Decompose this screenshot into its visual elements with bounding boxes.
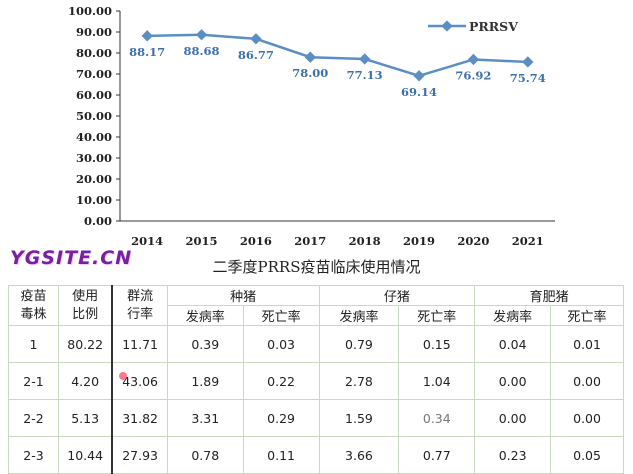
cell-value: 0.78 xyxy=(166,436,244,474)
data-label: 77.13 xyxy=(347,68,383,82)
header-group-piglet: 仔猪 xyxy=(318,285,476,306)
cell-prevalence: 11.71 xyxy=(111,325,168,363)
x-tick-label: 2016 xyxy=(240,234,272,248)
cell-value: 0.00 xyxy=(474,362,552,400)
cell-value: 0.77 xyxy=(398,436,476,474)
data-point xyxy=(522,56,534,68)
x-tick-label: 2018 xyxy=(349,234,381,248)
watermark-logo: YGSITE.CN xyxy=(10,247,133,269)
x-tick-label: 2017 xyxy=(294,234,326,248)
y-tick-label: 60.00 xyxy=(76,88,112,102)
table-title: 二季度PRRS疫苗临床使用情况 xyxy=(212,258,421,276)
header-sub: 发病率 xyxy=(166,305,244,326)
header-sub: 发病率 xyxy=(318,305,400,326)
cell-value: 3.66 xyxy=(318,436,400,474)
cell-value: 0.03 xyxy=(242,325,320,363)
y-tick-label: 50.00 xyxy=(76,109,112,123)
y-tick-label: 40.00 xyxy=(76,130,112,144)
y-tick-label: 80.00 xyxy=(76,46,112,60)
data-point xyxy=(141,30,153,42)
y-tick-label: 0.00 xyxy=(84,214,112,228)
cell-value: 0.15 xyxy=(398,325,476,363)
data-label: 75.74 xyxy=(510,71,546,85)
cell-prevalence: 43.06 xyxy=(111,362,168,400)
cell-value: 0.04 xyxy=(474,325,552,363)
cell-value: 1.89 xyxy=(166,362,244,400)
header-group-sow: 种猪 xyxy=(166,285,320,306)
y-tick-label: 90.00 xyxy=(76,25,112,39)
series-line xyxy=(147,33,528,78)
cell-ratio: 80.22 xyxy=(57,325,114,363)
x-tick-label: 2019 xyxy=(403,234,435,248)
data-point xyxy=(304,51,316,63)
data-point xyxy=(413,70,425,82)
cell-value: 0.05 xyxy=(550,436,624,474)
cell-value: 0.39 xyxy=(166,325,244,363)
cell-value: 1.04 xyxy=(398,362,476,400)
series-prrsv: 88.17 88.68 86.77 78.00 77.13 69.14 76.92 75.74 xyxy=(129,29,546,99)
x-tick-label: 2014 xyxy=(131,234,163,248)
cell-strain: 2-1 xyxy=(8,362,59,400)
x-tick-label: 2015 xyxy=(186,234,218,248)
header-group-finisher: 育肥猪 xyxy=(474,285,624,306)
table-row: 1 80.22 11.71 0.39 0.03 0.79 0.15 0.04 0… xyxy=(8,325,624,363)
header-sub: 死亡率 xyxy=(398,305,476,326)
cell-value: 0.00 xyxy=(550,399,624,437)
cell-ratio: 5.13 xyxy=(57,399,114,437)
x-axis: 2014 2015 2016 2017 2018 2019 2020 2021 xyxy=(120,220,555,248)
cell-strain: 2-3 xyxy=(8,436,59,474)
data-label: 86.77 xyxy=(238,48,274,62)
header-ratio: 使用比例 xyxy=(57,285,114,326)
cell-value: 0.00 xyxy=(550,362,624,400)
legend-label: PRRSV xyxy=(469,19,518,34)
cell-ratio: 4.20 xyxy=(57,362,114,400)
x-tick-label: 2021 xyxy=(512,234,544,248)
cell-value: 0.79 xyxy=(318,325,400,363)
cell-value: 0.00 xyxy=(474,399,552,437)
data-point xyxy=(359,53,371,65)
table-row: 2-3 10.44 27.93 0.78 0.11 3.66 0.77 0.23… xyxy=(8,436,624,474)
y-tick-label: 70.00 xyxy=(76,67,112,81)
cell-strain: 2-2 xyxy=(8,399,59,437)
y-tick-label: 20.00 xyxy=(76,172,112,186)
data-label: 88.17 xyxy=(129,45,165,59)
y-axis: 0.00 10.00 20.00 30.00 40.00 50.00 60.00 70.00 8… xyxy=(68,4,121,228)
data-label: 88.68 xyxy=(184,44,220,58)
cell-value: 0.22 xyxy=(242,362,320,400)
data-point xyxy=(467,53,480,66)
line-chart: 0.00 10.00 20.00 30.00 40.00 50.00 60.00 70.00 8… xyxy=(68,4,555,248)
data-label: 76.92 xyxy=(455,68,491,82)
cell-value muted: 0.34 xyxy=(398,399,476,437)
header-sub: 发病率 xyxy=(474,305,552,326)
cell-prevalence: 27.93 xyxy=(111,436,168,474)
cell-value: 2.78 xyxy=(318,362,400,400)
cell-value: 0.23 xyxy=(474,436,552,474)
data-label: 78.00 xyxy=(292,66,328,80)
cell-ratio: 10.44 xyxy=(57,436,114,474)
cell-prevalence: 31.82 xyxy=(111,399,168,437)
data-point xyxy=(195,29,208,41)
y-tick-label: 100.00 xyxy=(68,4,112,18)
y-tick-label: 10.00 xyxy=(76,193,112,207)
cell-strain: 1 xyxy=(8,325,59,363)
header-sub: 死亡率 xyxy=(550,305,624,326)
cell-value: 0.29 xyxy=(242,399,320,437)
vaccine-usage-table: 疫苗毒株 使用比例 群流行率 种猪 仔猪 育肥猪 发病率 死亡率 发病率 死亡率… xyxy=(8,285,624,474)
legend: PRRSV xyxy=(428,19,518,34)
y-tick-label: 30.00 xyxy=(76,151,112,165)
header-sub: 死亡率 xyxy=(242,305,320,326)
data-label: 69.14 xyxy=(401,85,437,99)
header-prevalence: 群流行率 xyxy=(111,285,168,326)
table-row: 2-2 5.13 31.82 3.31 0.29 1.59 0.34 0.00 … xyxy=(8,399,624,437)
header-strain: 疫苗毒株 xyxy=(8,285,59,326)
data-point xyxy=(250,33,262,45)
cell-value: 3.31 xyxy=(166,399,244,437)
cell-value: 0.11 xyxy=(242,436,320,474)
x-tick-label: 2020 xyxy=(457,234,489,248)
table-row: 2-1 4.20 43.06 1.89 0.22 2.78 1.04 0.00 … xyxy=(8,362,624,400)
cell-value: 1.59 xyxy=(318,399,400,437)
cell-value: 0.01 xyxy=(550,325,624,363)
